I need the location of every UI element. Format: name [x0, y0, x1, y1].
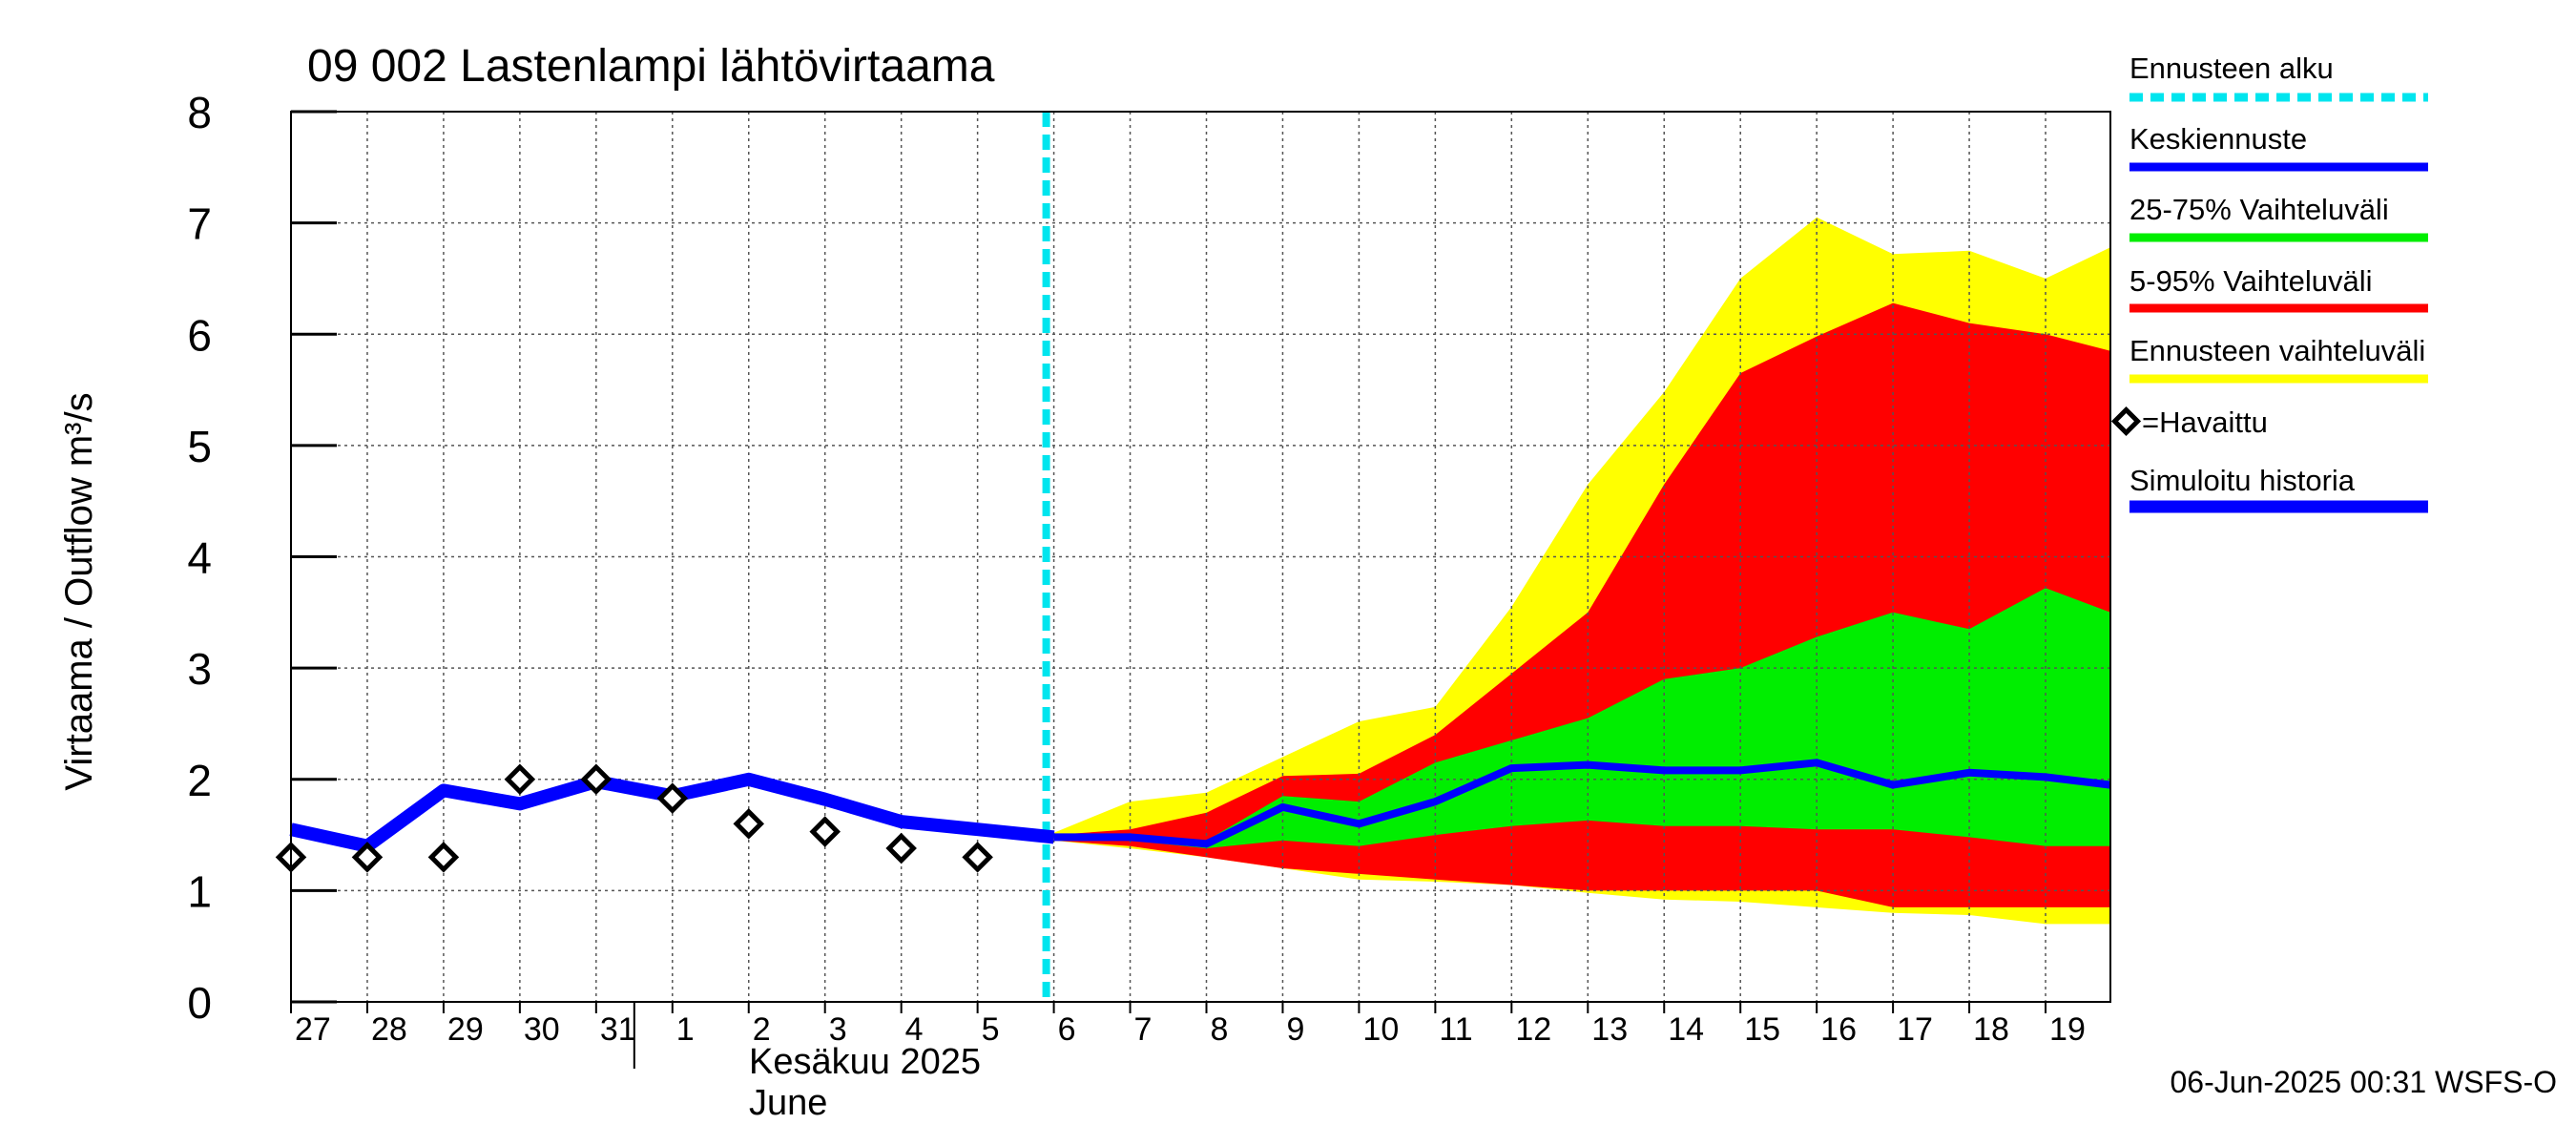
observed-point	[885, 832, 917, 864]
x-tick-label: 18	[1973, 1011, 2009, 1048]
legend-observed-marker	[2110, 406, 2142, 437]
y-tick-label: 8	[187, 88, 212, 137]
x-tick-label: 14	[1668, 1011, 1704, 1048]
observed-point	[733, 808, 765, 840]
axes	[290, 110, 2111, 1069]
x-tick-label: 2	[753, 1011, 771, 1048]
observed-point	[580, 763, 613, 796]
x-tick-label: 31	[600, 1011, 636, 1048]
x-tick-label: 13	[1591, 1011, 1628, 1048]
legend-simulated-history-label: Simuloitu historia	[2129, 464, 2356, 497]
legend-range-5-95-label: 5-95% Vaihteluväli	[2129, 264, 2372, 298]
x-tick-label: 30	[524, 1011, 560, 1048]
legend-forecast-start-label: Ennusteen alku	[2129, 52, 2334, 85]
legend-observed-label: =Havaittu	[2142, 406, 2268, 439]
x-tick-label: 28	[371, 1011, 407, 1048]
x-tick-label: 11	[1439, 1011, 1472, 1048]
x-tick-label: 1	[676, 1011, 695, 1048]
y-tick-label: 5	[187, 422, 212, 471]
range-25-75-band	[1053, 588, 2110, 849]
y-tick-label: 7	[187, 199, 212, 249]
month-label-en: June	[749, 1083, 827, 1123]
x-tick-label: 7	[1134, 1011, 1153, 1048]
legend-mean-forecast-label: Keskiennuste	[2129, 122, 2307, 156]
observed-point	[504, 763, 536, 796]
observed-point	[809, 816, 841, 847]
y-tick-label: 1	[187, 866, 212, 916]
y-tick-label: 6	[187, 310, 212, 360]
x-tick-label: 6	[1058, 1011, 1076, 1048]
x-tick-label: 27	[295, 1011, 331, 1048]
observed-point	[427, 842, 460, 873]
x-tick-label: 9	[1286, 1011, 1304, 1048]
observed-point	[962, 842, 993, 873]
x-tick-label: 4	[905, 1011, 924, 1048]
y-tick-label: 0	[187, 978, 212, 1028]
y-tick-label: 4	[187, 533, 212, 583]
x-tick-label: 10	[1362, 1011, 1399, 1048]
observed-point	[351, 842, 384, 873]
legend: Ennusteen alku Keskiennuste 25-75% Vaiht…	[2110, 52, 2428, 513]
legend-range-25-75-label: 25-75% Vaihteluväli	[2129, 193, 2389, 226]
x-tick-label: 17	[1897, 1011, 1933, 1048]
legend-forecast-range-label: Ennusteen vaihteluväli	[2129, 334, 2425, 367]
timestamp: 06-Jun-2025 00:31 WSFS-O	[2170, 1065, 2557, 1099]
observed-points	[275, 763, 993, 873]
x-tick-label: 5	[982, 1011, 1000, 1048]
observed-point	[656, 782, 689, 814]
x-tick-label: 16	[1820, 1011, 1857, 1048]
chart-title: 09 002 Lastenlampi lähtövirtaama	[307, 41, 995, 92]
forecast-bands	[1053, 217, 2110, 925]
x-tick-label: 29	[447, 1011, 484, 1048]
x-tick-label: 15	[1744, 1011, 1780, 1048]
y-tick-label: 3	[187, 644, 212, 694]
month-label-fi: Kesäkuu 2025	[749, 1042, 981, 1082]
mean-forecast-line	[1053, 759, 2111, 848]
y-tick-label: 2	[187, 756, 212, 805]
x-tick-label: 19	[2049, 1011, 2086, 1048]
x-tick-label: 8	[1210, 1011, 1228, 1048]
x-tick-label: 3	[829, 1011, 847, 1048]
x-tick-label: 12	[1515, 1011, 1551, 1048]
y-axis-label: Virtaama / Outflow m³/s	[58, 392, 100, 790]
